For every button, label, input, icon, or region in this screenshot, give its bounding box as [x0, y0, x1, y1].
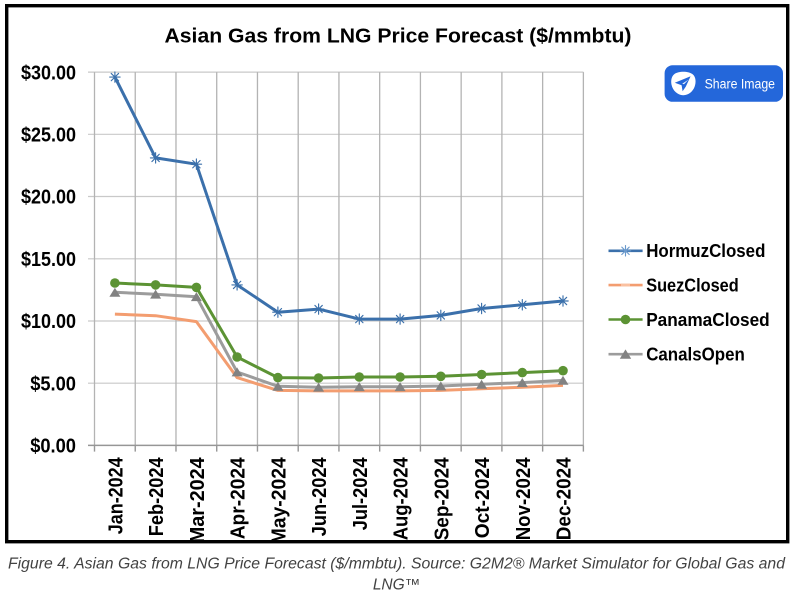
svg-text:Sep-2024: Sep-2024 [430, 457, 453, 541]
svg-text:HormuzClosed: HormuzClosed [646, 240, 765, 261]
svg-text:CanalsOpen: CanalsOpen [646, 344, 745, 365]
svg-text:$30.00: $30.00 [21, 61, 76, 84]
svg-text:Jan-2024: Jan-2024 [105, 457, 128, 535]
svg-text:Dec-2024: Dec-2024 [553, 457, 576, 541]
svg-text:Share Image: Share Image [705, 76, 775, 91]
svg-text:Figure 4. Asian Gas from LNG P: Figure 4. Asian Gas from LNG Price Forec… [8, 556, 786, 573]
svg-text:Aug-2024: Aug-2024 [390, 457, 413, 541]
svg-text:Mar-2024: Mar-2024 [186, 457, 209, 544]
svg-text:Nov-2024: Nov-2024 [512, 457, 535, 541]
svg-text:Apr-2024: Apr-2024 [227, 457, 250, 540]
svg-text:LNG™: LNG™ [373, 577, 420, 594]
svg-text:Jul-2024: Jul-2024 [349, 457, 372, 531]
svg-text:May-2024: May-2024 [268, 457, 291, 545]
svg-text:$5.00: $5.00 [30, 372, 76, 395]
svg-text:Jun-2024: Jun-2024 [308, 457, 331, 537]
svg-text:$15.00: $15.00 [21, 248, 76, 271]
svg-text:Asian Gas from LNG Price Forec: Asian Gas from LNG Price Forecast ($/mmb… [165, 25, 632, 48]
svg-text:$0.00: $0.00 [30, 435, 76, 458]
svg-text:Oct-2024: Oct-2024 [471, 457, 494, 539]
svg-text:Feb-2024: Feb-2024 [145, 457, 168, 537]
svg-text:PanamaClosed: PanamaClosed [646, 309, 770, 330]
svg-text:$10.00: $10.00 [21, 310, 76, 333]
svg-text:SuezClosed: SuezClosed [646, 275, 739, 296]
svg-text:$25.00: $25.00 [21, 124, 76, 147]
svg-text:$20.00: $20.00 [21, 186, 76, 209]
